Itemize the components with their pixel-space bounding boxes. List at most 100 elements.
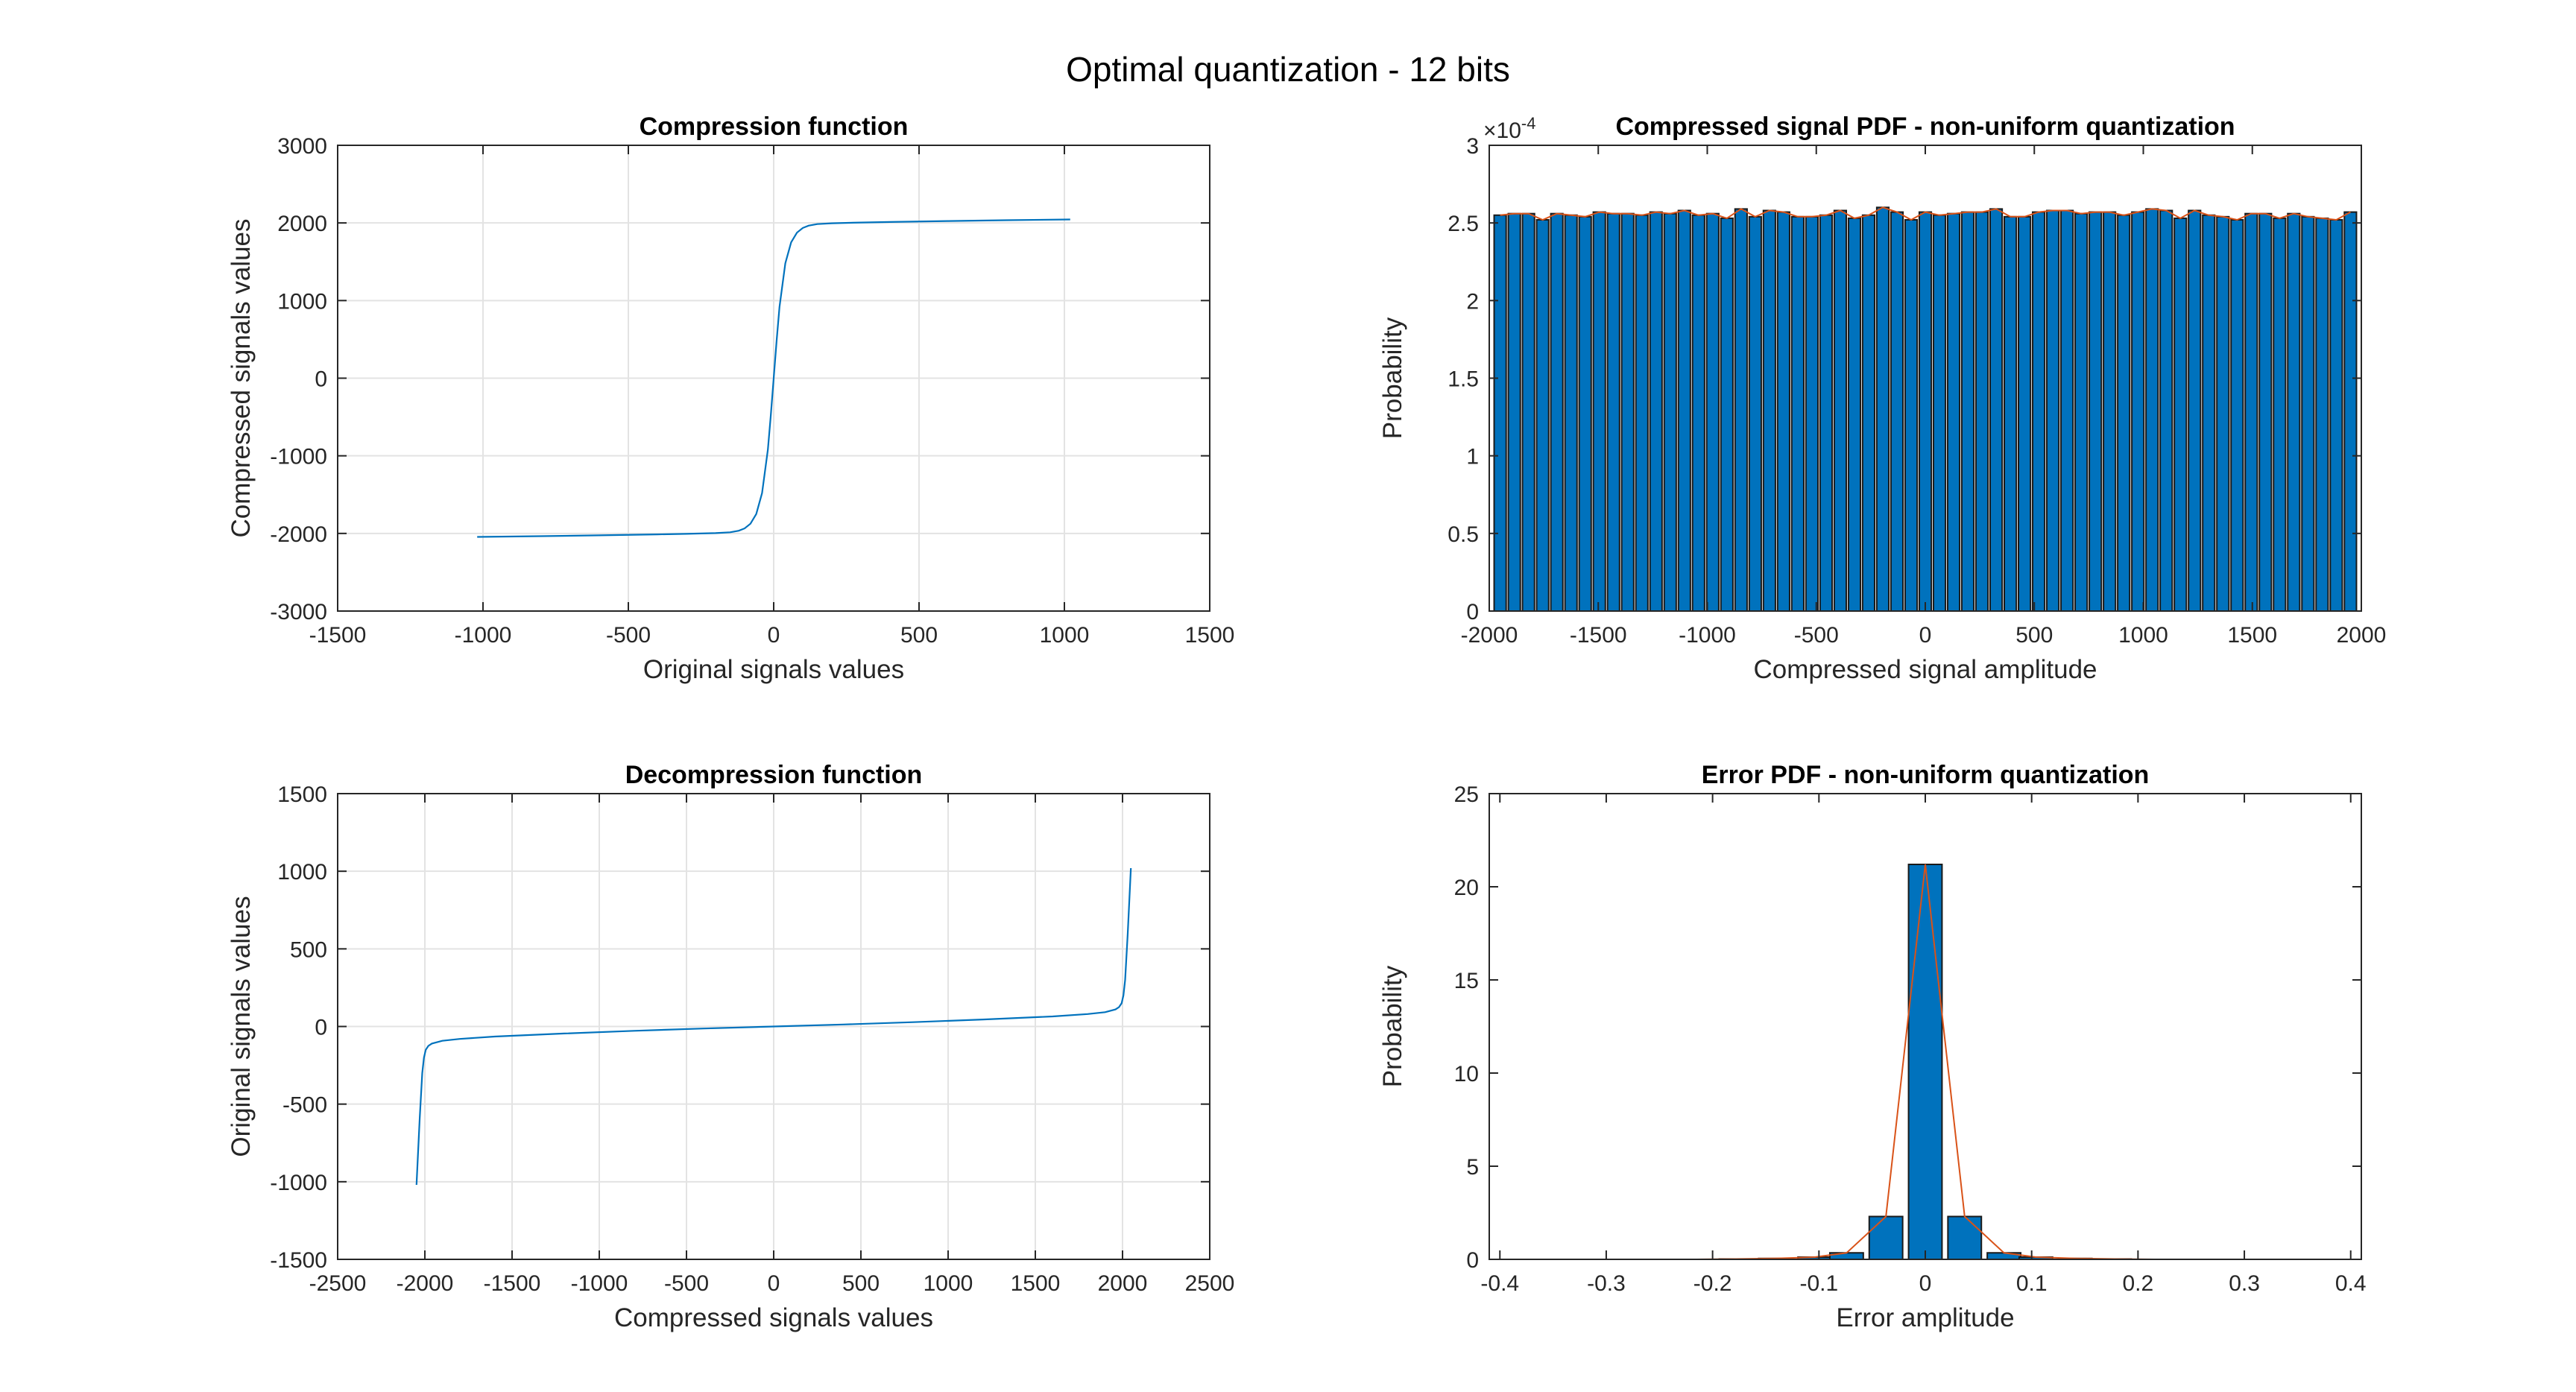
x-tick-label: 1000	[924, 1271, 973, 1296]
bar	[1790, 215, 1805, 613]
x-tick-label: 500	[842, 1271, 880, 1296]
bar	[2329, 219, 2343, 612]
series-line	[415, 867, 1132, 1186]
x-tick-label: 1000	[2118, 623, 2168, 648]
bar	[2103, 211, 2117, 613]
bar	[2117, 214, 2131, 612]
bar	[1868, 1215, 1904, 1260]
x-tick-label: -2000	[397, 1271, 454, 1296]
bar	[1890, 211, 1904, 613]
bar	[1493, 214, 1507, 612]
x-axis-label: Compressed signals values	[614, 1303, 933, 1332]
x-tick-label: -1000	[455, 623, 512, 648]
bar	[1918, 211, 1933, 613]
bar	[2202, 214, 2216, 612]
bar	[1974, 211, 1989, 613]
bar	[2131, 211, 2145, 613]
bar	[1861, 214, 1876, 612]
x-tick-label: -0.4	[1480, 1271, 1519, 1296]
x-tick-label: 0.1	[2016, 1271, 2048, 1296]
bar	[1663, 212, 1677, 612]
x-tick-label: 0	[1919, 1271, 1932, 1296]
bar	[1748, 215, 1762, 613]
x-tick-label: -0.1	[1799, 1271, 1838, 1296]
series-line	[477, 218, 1070, 538]
x-tick-label: 2000	[1098, 1271, 1148, 1296]
bar	[2287, 212, 2301, 612]
y-tick-label: 5	[1466, 1155, 1479, 1180]
x-tick-label: -2500	[309, 1271, 367, 1296]
chart-compressed-pdf: -2000 -1500 -1000 -500 0 500 1000 1500 2000 0 0.5 1…	[1378, 113, 2386, 684]
x-tick-label: -500	[606, 623, 651, 648]
chart-title: Error PDF - non-uniform quantization	[1702, 761, 2150, 789]
y-tick-label: 0	[1466, 600, 1479, 624]
x-tick-label: -1500	[1570, 623, 1627, 648]
bar	[1819, 214, 1833, 612]
bar	[1691, 214, 1705, 612]
bar	[1592, 211, 1606, 613]
y-tick-label: 0	[315, 1016, 327, 1040]
bar	[1677, 209, 1691, 612]
y-tick-label: 0	[315, 367, 327, 392]
y-tick-label: -1000	[270, 1171, 327, 1195]
x-tick-label: 2500	[1185, 1271, 1235, 1296]
bar	[1989, 208, 2004, 612]
bar	[2188, 209, 2202, 612]
x-tick-label: -1500	[484, 1271, 541, 1296]
bar	[2074, 212, 2089, 612]
bar	[1960, 211, 1975, 613]
y-tick-label: 1000	[277, 860, 327, 885]
x-tick-label: 1000	[1040, 623, 1090, 648]
y-tick-label: 25	[1454, 782, 1479, 807]
figure-title: Optimal quantization - 12 bits	[1066, 50, 1510, 89]
bar	[1875, 206, 1890, 613]
y-tick-label: 2000	[277, 212, 327, 236]
y-tick-label: 1	[1466, 445, 1479, 469]
x-tick-label: -500	[664, 1271, 709, 1296]
x-tick-label: 1500	[1011, 1271, 1061, 1296]
bar	[1606, 212, 1620, 612]
x-tick-label: -500	[1794, 623, 1839, 648]
x-axis-label: Original signals values	[643, 655, 904, 684]
bar	[1507, 212, 1521, 612]
bar	[2216, 215, 2230, 613]
y-axis-label: Probability	[1378, 317, 1407, 439]
chart-compression: -1500 -1000 -500 0 500 1000 1500 -3000 -2000 -100…	[227, 113, 1234, 684]
y-tick-label: -1500	[270, 1248, 327, 1273]
bar	[2230, 219, 2244, 612]
bar	[2060, 209, 2074, 612]
bar	[2244, 212, 2258, 612]
y-tick-label: 1000	[277, 289, 327, 314]
bar	[1805, 215, 1819, 613]
x-tick-label: -0.3	[1587, 1271, 1626, 1296]
bar	[1904, 219, 1919, 612]
chart-title: Compression function	[640, 113, 909, 141]
chart-title: Decompression function	[625, 761, 923, 789]
bar	[1550, 212, 1564, 612]
x-tick-label: 0.3	[2229, 1271, 2260, 1296]
chart-title: Compressed signal PDF - non-uniform quan…	[1615, 113, 2235, 141]
bar	[1564, 214, 1578, 612]
bar	[1720, 217, 1734, 612]
bar	[1578, 215, 1592, 613]
y-tick-label: 2	[1466, 289, 1479, 314]
bar	[2315, 217, 2329, 612]
bar	[2159, 209, 2174, 612]
bar	[1521, 212, 1535, 612]
y-axis-label: Probability	[1378, 965, 1407, 1087]
pdf-line	[1500, 206, 2351, 221]
x-tick-label: -0.2	[1693, 1271, 1732, 1296]
x-tick-label: -1500	[309, 623, 367, 648]
x-tick-label: 500	[2015, 623, 2053, 648]
bar	[1762, 209, 1776, 612]
bar	[1932, 214, 1947, 612]
x-tick-label: 0.2	[2123, 1271, 2154, 1296]
bar	[2145, 208, 2159, 612]
x-tick-label: 2000	[2337, 623, 2387, 648]
x-tick-label: 1500	[2227, 623, 2277, 648]
bar	[2003, 215, 2018, 613]
x-tick-label: -1000	[1679, 623, 1736, 648]
chart-error-pdf: -0.4 -0.3 -0.2 -0.1 0 0.1 0.2 0.3 0.4 0 5 10 15 20 25 E…	[1378, 761, 2367, 1332]
bar	[1535, 219, 1550, 612]
